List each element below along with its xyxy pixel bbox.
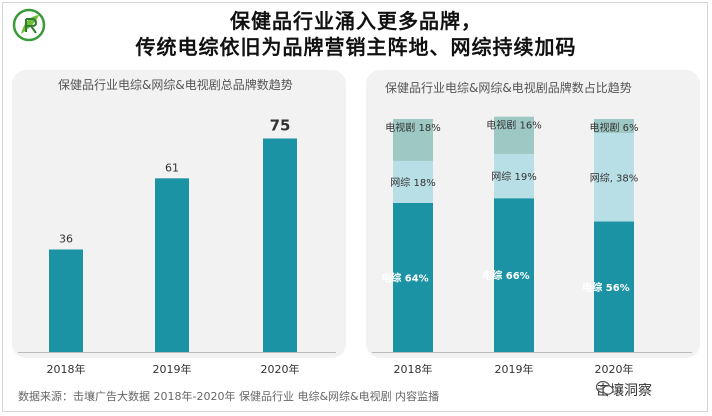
bar-网综-0 (393, 160, 433, 203)
bar-电综-1 (494, 198, 534, 352)
wechat-icon (596, 380, 614, 395)
segment-label-电综-0: 电综 64% (381, 271, 428, 284)
frame (2, 2, 708, 412)
segment-label-电综-1: 电综 66% (482, 269, 529, 282)
x-tick-right-2: 2020年 (595, 362, 634, 376)
watermark: 击壤洞察 (596, 380, 652, 400)
page-title-line2: 传统电综依旧为品牌营销主阵地、网综持续加码 (135, 35, 577, 59)
x-tick-left-2: 2020年 (261, 362, 300, 376)
segment-label-网综-0: 网综 18% (390, 176, 435, 189)
x-tick-left-0: 2018年 (47, 362, 86, 376)
segment-label-电视剧-1: 电视剧 16% (486, 119, 541, 132)
segment-label-电综-2: 电综 56% (582, 281, 629, 294)
source-note: 数据来源：击壤广告大数据 2018年-2020年 保健品行业 电综&网综&电视剧… (18, 390, 440, 403)
value-label-total-1: 61 (165, 161, 179, 174)
bar-网综-1 (494, 153, 534, 199)
bar-total-2 (263, 138, 297, 352)
x-tick-right-0: 2018年 (394, 362, 433, 376)
segment-label-网综-2: 网综, 38% (590, 171, 639, 184)
brand-logo-icon (12, 8, 46, 42)
x-tick-left-1: 2019年 (153, 362, 192, 376)
right-chart-title: 保健品行业电综&网综&电视剧品牌数占比趋势 (385, 81, 632, 95)
bar-电视剧-2 (594, 119, 634, 133)
bar-电视剧-1 (494, 116, 534, 154)
bar-电综-0 (393, 202, 433, 352)
bar-电综-2 (594, 221, 634, 352)
left-chart-title: 保健品行业电综&网综&电视剧总品牌数趋势 (58, 78, 293, 92)
segment-label-电视剧-2: 电视剧 6% (589, 121, 638, 134)
page-title-line1: 保健品行业涌入更多品牌， (230, 9, 482, 33)
segment-label-电视剧-0: 电视剧 18% (385, 121, 440, 134)
bar-网综-2 (594, 132, 634, 222)
bar-total-1 (155, 178, 189, 352)
segment-label-网综-1: 网综 19% (491, 170, 536, 183)
bar-total-0 (49, 249, 83, 352)
x-tick-right-1: 2019年 (495, 362, 534, 376)
bar-电视剧-0 (393, 119, 433, 161)
value-label-total-2: 75 (270, 116, 291, 134)
value-label-total-0: 36 (59, 233, 73, 246)
